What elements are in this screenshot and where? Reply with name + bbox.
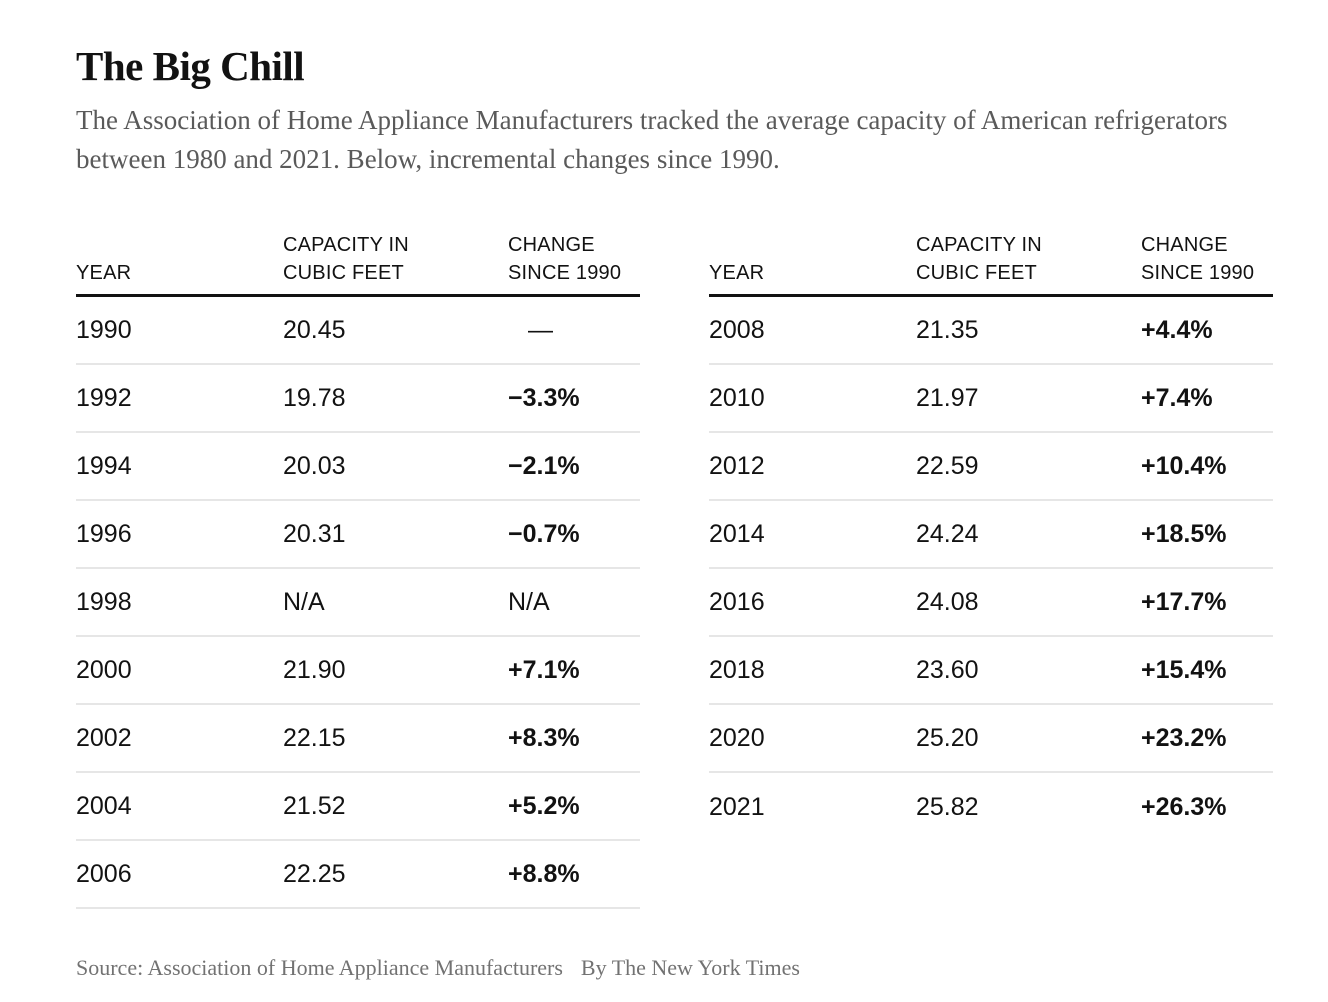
table-body: 2008 21.35 +4.4% 2010 21.97 +7.4% 2012 22.59 +10… — [709, 297, 1273, 841]
byline-text: By The New York Times — [580, 955, 800, 981]
capacity-cell: 20.03 — [283, 451, 346, 480]
table-row: 1992 19.78 −3.3% — [76, 365, 640, 434]
year-cell: 2002 — [76, 723, 132, 752]
capacity-cell: 21.97 — [916, 383, 979, 412]
change-cell: +7.4% — [1141, 383, 1213, 412]
change-cell: −2.1% — [508, 451, 580, 480]
graphic-container: The Big Chill The Association of Home Ap… — [76, 43, 1274, 981]
year-cell: 1992 — [76, 383, 132, 412]
capacity-cell: 25.82 — [916, 792, 979, 821]
table-row: 2000 21.90 +7.1% — [76, 637, 640, 706]
source-line: Source: Association of Home Appliance Ma… — [76, 955, 1274, 981]
capacity-cell: 24.24 — [916, 519, 979, 548]
change-cell: +8.3% — [508, 723, 580, 752]
source-text: Source: Association of Home Appliance Ma… — [76, 955, 563, 981]
change-cell: +26.3% — [1141, 792, 1227, 821]
page-title: The Big Chill — [76, 43, 305, 89]
year-cell: 1996 — [76, 519, 132, 548]
capacity-cell: N/A — [283, 587, 325, 616]
table-row: 2020 25.20 +23.2% — [709, 705, 1273, 774]
table-row: 2012 22.59 +10.4% — [709, 433, 1273, 502]
capacity-cell: 25.20 — [916, 723, 979, 752]
year-cell: 2010 — [709, 383, 765, 412]
table-row: 2002 22.15 +8.3% — [76, 705, 640, 774]
change-cell: +15.4% — [1141, 655, 1227, 684]
capacity-cell: 23.60 — [916, 655, 979, 684]
year-cell: 2004 — [76, 791, 132, 820]
page-subtitle: The Association of Home Appliance Manufa… — [76, 105, 1228, 175]
column-header-year: YEAR — [76, 262, 132, 285]
table-body: 1990 20.45—1992 19.78 −3.3% 1994 20.03 −2.1% 19… — [76, 297, 640, 910]
year-cell: 1990 — [76, 315, 132, 344]
change-cell: N/A — [508, 587, 550, 616]
table-row: 2018 23.60 +15.4% — [709, 637, 1273, 706]
capacity-cell: 20.45 — [283, 315, 346, 344]
capacity-table-left: YEAR CAPACITY IN CUBIC FEET CHANGE SINCE… — [76, 231, 640, 910]
table-row: 2021 25.82 +26.3% — [709, 773, 1273, 841]
change-cell: — — [528, 315, 553, 344]
table-row: 2008 21.35 +4.4% — [709, 297, 1273, 366]
year-cell: 2006 — [76, 859, 132, 888]
year-cell: 2008 — [709, 315, 765, 344]
change-cell: +5.2% — [508, 791, 580, 820]
column-header-capacity: CAPACITY IN CUBIC FEET — [916, 234, 1042, 285]
column-header-capacity: CAPACITY IN CUBIC FEET — [283, 234, 409, 285]
year-cell: 1994 — [76, 451, 132, 480]
change-cell: −0.7% — [508, 519, 580, 548]
capacity-cell: 21.90 — [283, 655, 346, 684]
table-row: 1994 20.03 −2.1% — [76, 433, 640, 502]
table-header-row: YEAR CAPACITY IN CUBIC FEET CHANGE SINCE… — [709, 231, 1273, 298]
table-row: 1996 20.31 −0.7% — [76, 501, 640, 570]
year-cell: 2020 — [709, 723, 765, 752]
year-cell: 2016 — [709, 587, 765, 616]
table-row: 2004 21.52 +5.2% — [76, 773, 640, 842]
capacity-cell: 19.78 — [283, 383, 346, 412]
year-cell: 2018 — [709, 655, 765, 684]
change-cell: +8.8% — [508, 859, 580, 888]
capacity-cell: 21.52 — [283, 791, 346, 820]
table-row: 2016 24.08 +17.7% — [709, 569, 1273, 638]
year-cell: 2021 — [709, 792, 765, 821]
year-cell: 1998 — [76, 587, 132, 616]
capacity-cell: 20.31 — [283, 519, 346, 548]
capacity-cell: 22.59 — [916, 451, 979, 480]
change-cell: +23.2% — [1141, 723, 1227, 752]
table-row: 1990 20.45 — — [76, 297, 640, 366]
capacity-cell: 22.25 — [283, 859, 346, 888]
capacity-cell: 21.35 — [916, 315, 979, 344]
year-cell: 2000 — [76, 655, 132, 684]
change-cell: +10.4% — [1141, 451, 1227, 480]
capacity-table-right: YEAR CAPACITY IN CUBIC FEET CHANGE SINCE… — [709, 231, 1273, 909]
table-row: 2006 22.25 +8.8% — [76, 841, 640, 910]
change-cell: +4.4% — [1141, 315, 1213, 344]
tables-area: YEAR CAPACITY IN CUBIC FEET CHANGE SINCE… — [76, 231, 1274, 910]
year-cell: 2012 — [709, 451, 765, 480]
column-header-year: YEAR — [709, 262, 765, 285]
table-row: 2010 21.97 +7.4% — [709, 365, 1273, 434]
change-cell: +17.7% — [1141, 587, 1227, 616]
table-row: 1998 N/A N/A — [76, 569, 640, 638]
column-header-change: CHANGE SINCE 1990 — [508, 234, 622, 285]
table-row: 2014 24.24 +18.5% — [709, 501, 1273, 570]
capacity-cell: 22.15 — [283, 723, 346, 752]
change-cell: +7.1% — [508, 655, 580, 684]
column-header-change: CHANGE SINCE 1990 — [1141, 234, 1255, 285]
table-header-row: YEAR CAPACITY IN CUBIC FEET CHANGE SINCE… — [76, 231, 640, 298]
change-cell: +18.5% — [1141, 519, 1227, 548]
change-cell: −3.3% — [508, 383, 580, 412]
capacity-cell: 24.08 — [916, 587, 979, 616]
year-cell: 2014 — [709, 519, 765, 548]
